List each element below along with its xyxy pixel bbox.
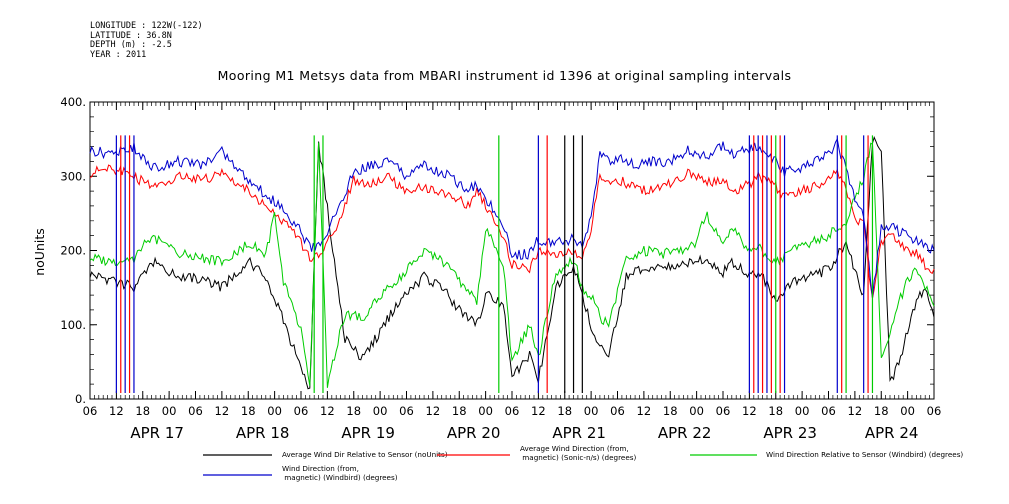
x-tick-label: 18 — [768, 404, 783, 418]
x-tick-label: 00 — [162, 404, 177, 418]
series-line-4 — [89, 137, 935, 299]
x-tick-label: 18 — [346, 404, 361, 418]
chart-title: Mooring M1 Metsys data from MBARI instru… — [217, 68, 792, 83]
y-tick-label: 200. — [60, 244, 86, 258]
date-label: APR 23 — [763, 424, 817, 442]
y-tick-label: 400. — [60, 95, 86, 109]
x-tick-label: 18 — [557, 404, 572, 418]
series-line-1 — [89, 136, 935, 390]
date-label: APR 22 — [658, 424, 712, 442]
x-tick-label: 06 — [83, 404, 98, 418]
plot-frame — [89, 101, 935, 400]
x-tick-label: 12 — [426, 404, 441, 418]
date-label: APR 18 — [236, 424, 290, 442]
date-label: APR 21 — [552, 424, 606, 442]
x-tick-label: 00 — [900, 404, 915, 418]
x-tick-label: 18 — [135, 404, 150, 418]
legend-label-1: Average Wind Dir Relative to Sensor (noU… — [282, 450, 448, 459]
x-tick-label: 12 — [637, 404, 652, 418]
x-tick-label: 00 — [689, 404, 704, 418]
x-tick-label: 12 — [742, 404, 757, 418]
metadata-longitude: LONGITUDE : 122W(-122) — [90, 21, 203, 31]
x-tick-label: 06 — [505, 404, 520, 418]
legend-label-2: Average Wind Direction (from, magnetic) … — [520, 444, 636, 462]
x-tick-label: 06 — [716, 404, 731, 418]
x-tick-label: 00 — [267, 404, 282, 418]
x-tick-label: 12 — [215, 404, 230, 418]
x-tick-label: 18 — [874, 404, 889, 418]
x-minor-ticks — [89, 102, 935, 399]
y-minor-ticks — [90, 101, 934, 400]
x-tick-label: 18 — [241, 404, 256, 418]
x-tick-label: 00 — [584, 404, 599, 418]
x-tick-label: 12 — [531, 404, 546, 418]
x-tick-label: 06 — [927, 404, 942, 418]
x-tick-label: 18 — [663, 404, 678, 418]
x-tick-label: 12 — [320, 404, 335, 418]
x-tick-label: 06 — [294, 404, 309, 418]
metadata-depth: DEPTH (m) : -2.5 — [90, 40, 172, 51]
y-tick-label: 300. — [60, 169, 86, 183]
x-tick-label: 06 — [610, 404, 625, 418]
x-tick-label: 06 — [821, 404, 836, 418]
x-tick-label: 12 — [848, 404, 863, 418]
date-label: APR 24 — [865, 424, 919, 442]
x-tick-label: 00 — [373, 404, 388, 418]
legend-label-4: Wind Direction (from, magnetic) (Windbir… — [282, 464, 398, 482]
x-tick-label: 00 — [478, 404, 493, 418]
date-label: APR 19 — [341, 424, 395, 442]
series-line-3 — [89, 142, 935, 388]
x-tick-label: 12 — [109, 404, 124, 418]
series-line-2 — [89, 164, 935, 299]
date-label: APR 20 — [447, 424, 501, 442]
y-tick-label: 0. — [75, 392, 86, 406]
y-tick-label: 100. — [60, 318, 86, 332]
date-label: APR 17 — [130, 424, 184, 442]
x-tick-label: 06 — [399, 404, 414, 418]
x-tick-label: 18 — [452, 404, 467, 418]
metadata-block: LONGITUDE : 122W(-122) LATITUDE : 36.8N … — [90, 21, 203, 60]
metadata-latitude: LATITUDE : 36.8N — [90, 30, 172, 41]
y-axis-label: noUnits — [32, 228, 47, 276]
metadata-year: YEAR : 2011 — [90, 49, 147, 60]
x-tick-label: 00 — [795, 404, 810, 418]
legend-label-3: Wind Direction Relative to Sensor (Windb… — [766, 450, 963, 459]
x-tick-label: 06 — [188, 404, 203, 418]
